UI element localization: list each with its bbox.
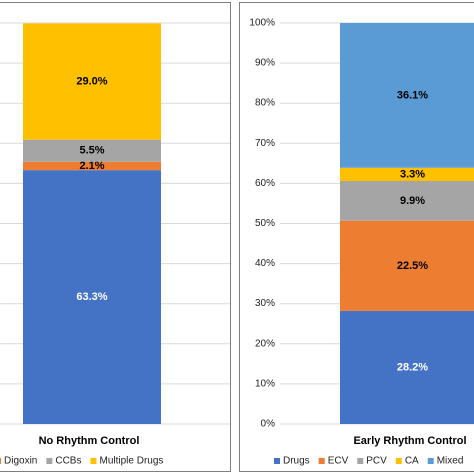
bar-segment — [340, 310, 474, 424]
chart-panel-no-rhythm-control: 63.3% 2.1% 5.5% 29.0% No Rhythm Control Digox… — [0, 2, 231, 472]
chart-panel-early-rhythm-control: 0% 10% 20% 30% 40% 50% 60% 70% 80% 90% 100% 28.2% 22… — [239, 2, 474, 472]
legend-swatch — [318, 458, 325, 464]
data-label: 9.9% — [400, 195, 425, 207]
y-tick-label: 0% — [261, 419, 276, 430]
legend-label: Digoxin — [4, 456, 37, 467]
legend-swatch — [46, 458, 53, 464]
category-label: No Rhythm Control — [39, 435, 140, 447]
legend-swatch — [357, 458, 364, 464]
bar-segment — [23, 139, 161, 162]
y-tick-label: 90% — [255, 58, 275, 69]
legend-swatch — [427, 458, 434, 464]
y-tick-label: 80% — [255, 98, 275, 109]
legend-swatch — [274, 458, 280, 464]
legend-swatch — [395, 458, 402, 464]
y-tick-label: 50% — [255, 218, 275, 229]
legend-label: Mixed — [437, 456, 464, 467]
y-tick-label: 100% — [249, 18, 275, 29]
legend-label: PCV — [366, 456, 387, 467]
bar-segment — [340, 180, 474, 221]
legend-swatch — [0, 458, 1, 464]
data-label: 29.0% — [76, 76, 107, 88]
legend-swatch — [90, 458, 97, 464]
legend-label: Multiple Drugs — [99, 456, 163, 467]
bar-segment — [23, 170, 161, 424]
bar-segment — [340, 23, 474, 168]
y-tick-label: 60% — [255, 178, 275, 189]
data-label: 36.1% — [397, 89, 428, 101]
bar-segment — [340, 167, 474, 181]
legend-label: CA — [405, 456, 419, 467]
category-label: Early Rhythm Control — [353, 435, 466, 447]
chart-svg-right: 0% 10% 20% 30% 40% 50% 60% 70% 80% 90% 100% 28.2% 22… — [249, 18, 474, 467]
data-label: 28.2% — [397, 361, 428, 373]
legend-label: ECV — [328, 456, 349, 467]
data-label: 3.3% — [400, 168, 425, 180]
y-tick-label: 10% — [255, 378, 275, 389]
data-label: 2.1% — [79, 160, 104, 172]
bar-segment — [23, 23, 161, 140]
data-label: 22.5% — [397, 260, 428, 272]
data-label: 63.3% — [76, 291, 107, 303]
chart-svg-left: 63.3% 2.1% 5.5% 29.0% No Rhythm ControlDigox… — [0, 22, 230, 467]
bar-segment — [340, 220, 474, 311]
y-tick-label: 30% — [255, 298, 275, 309]
y-tick-label: 70% — [255, 138, 275, 149]
data-label: 5.5% — [79, 145, 104, 157]
legend-label: CCBs — [55, 456, 81, 467]
y-tick-label: 20% — [255, 338, 275, 349]
y-tick-label: 40% — [255, 258, 275, 269]
legend-label: Drugs — [283, 456, 310, 467]
bar-segment — [23, 161, 161, 171]
